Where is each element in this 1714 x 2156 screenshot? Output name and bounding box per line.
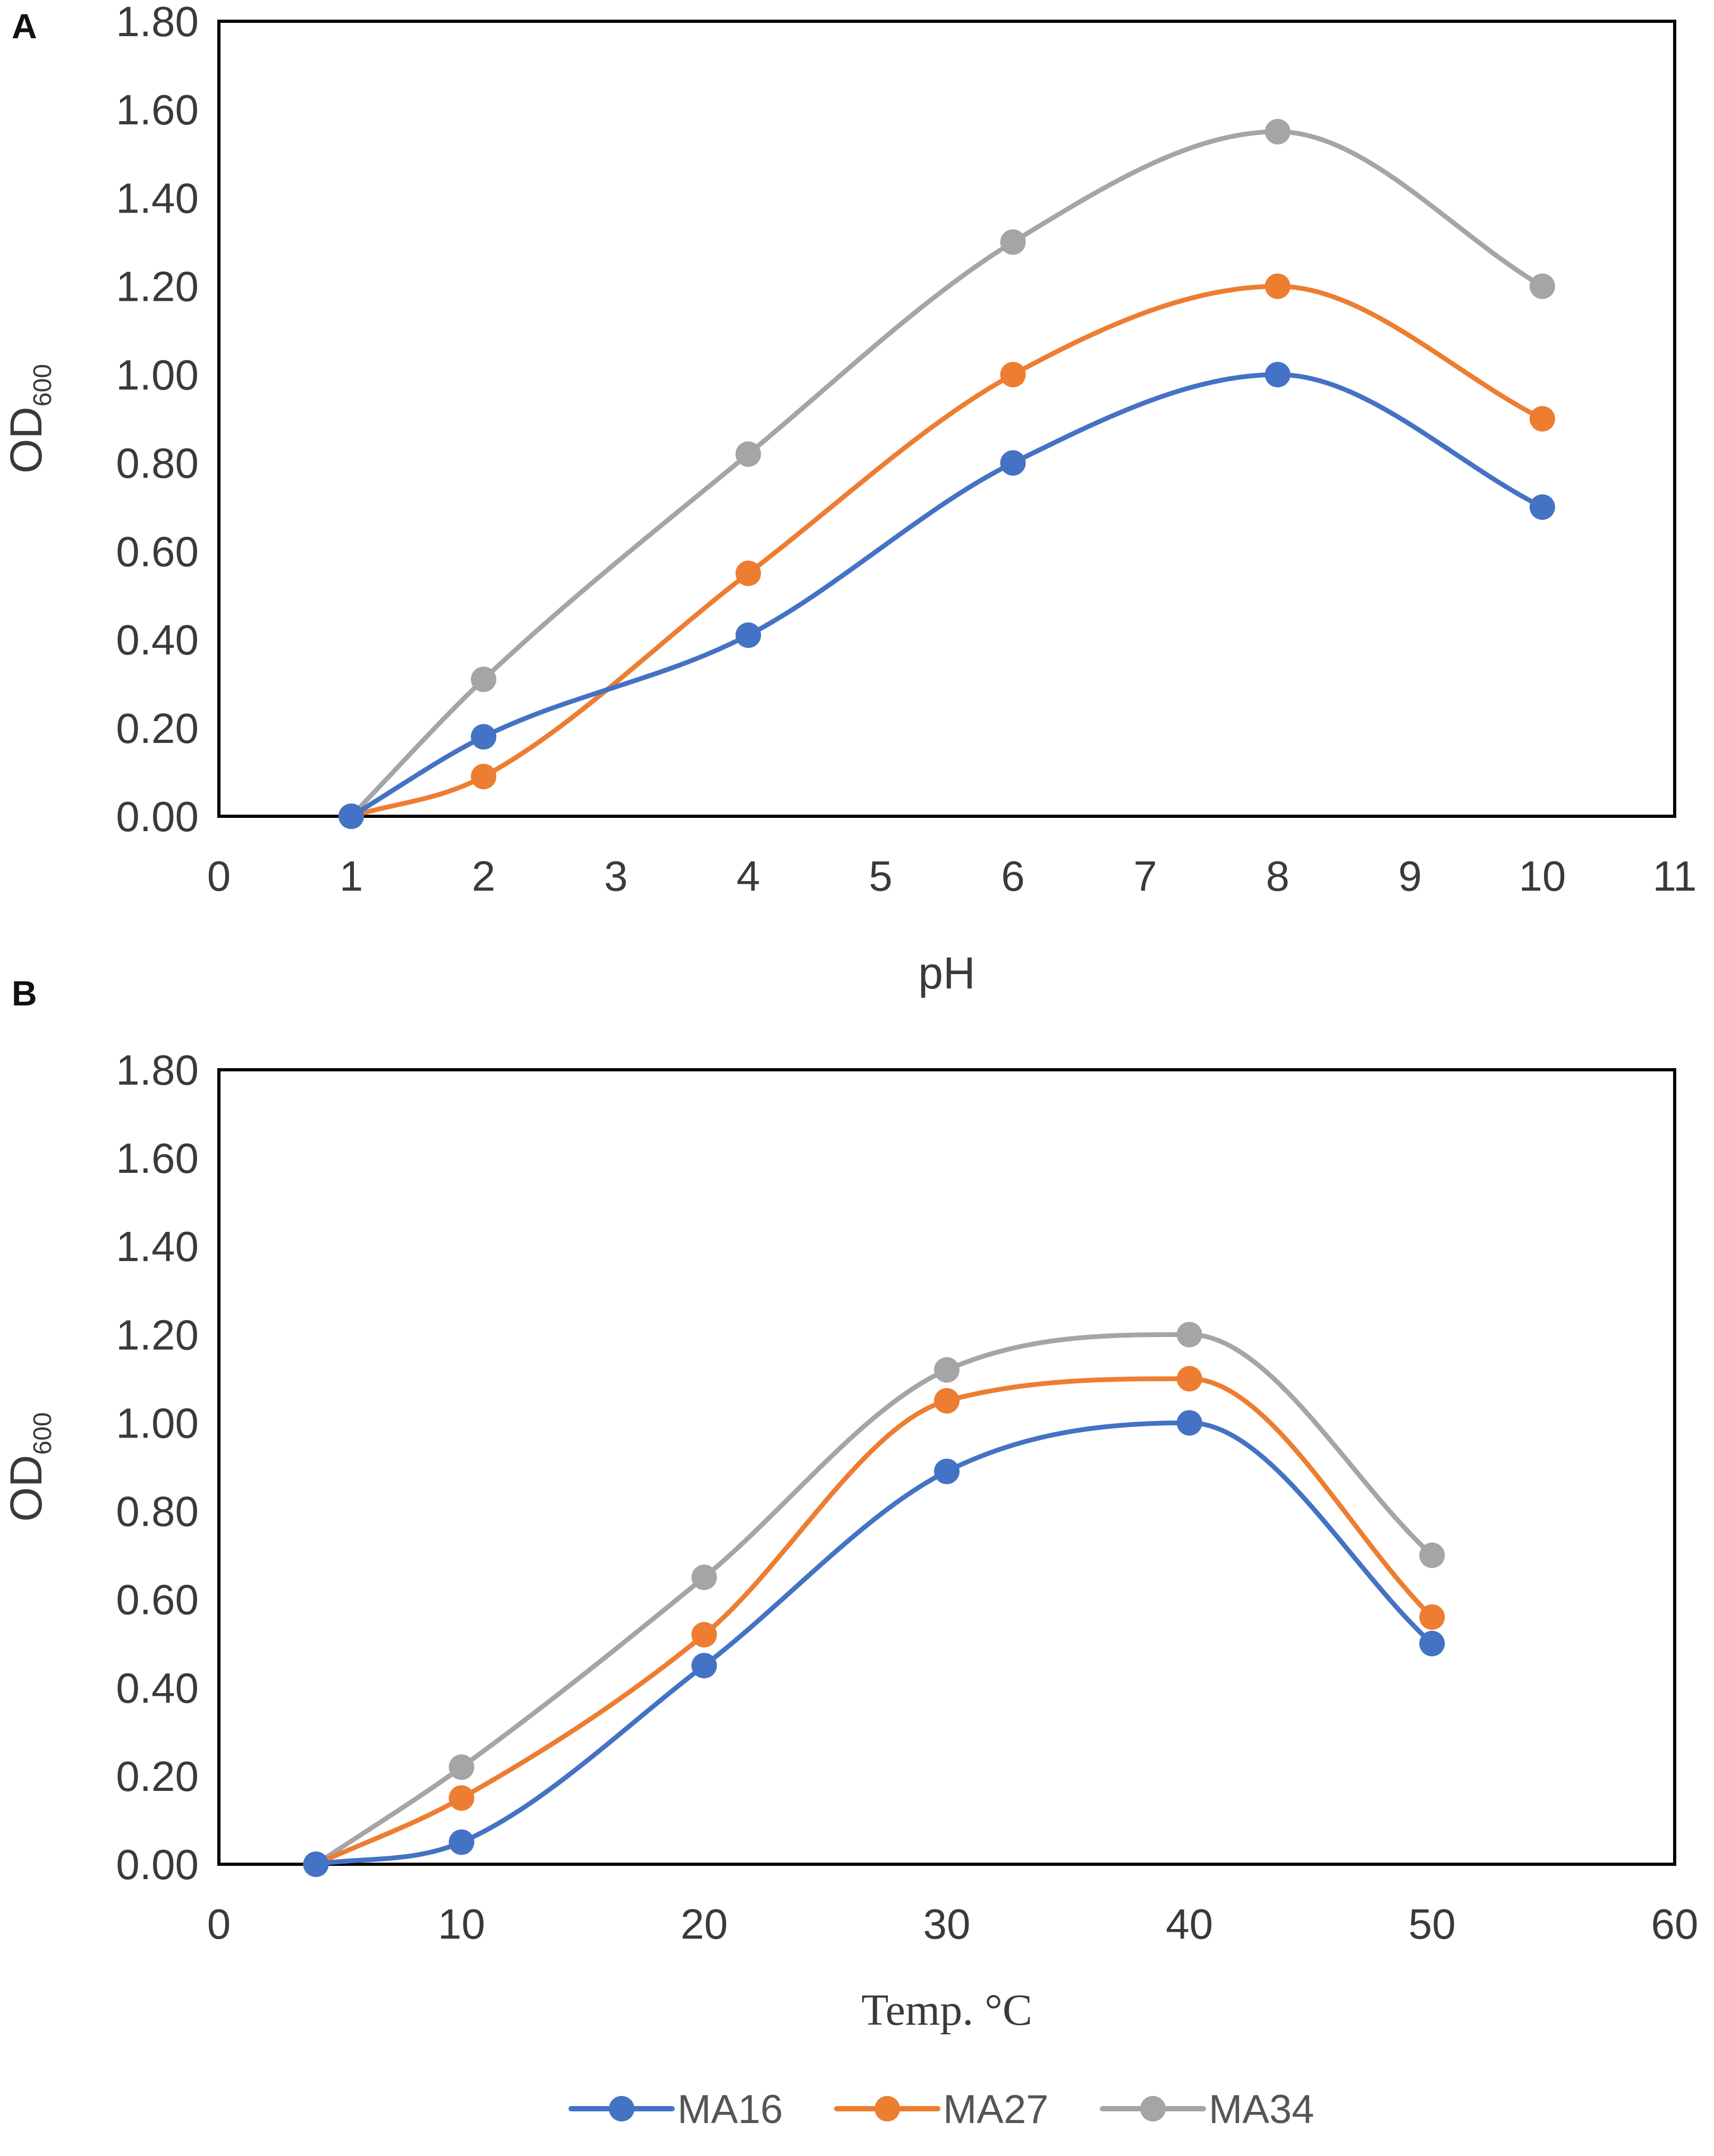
- x-tick-label: 4: [736, 852, 760, 900]
- data-point-ma34: [1529, 273, 1555, 299]
- y-tick-label: 0.60: [116, 528, 199, 575]
- legend-label-ma16: MA16: [677, 2087, 783, 2132]
- x-tick-label: 10: [438, 1900, 485, 1948]
- data-point-ma27: [934, 1388, 960, 1414]
- y-tick-label: 0.00: [116, 1841, 199, 1888]
- data-point-ma34: [691, 1565, 717, 1591]
- legend: MA16 MA27 MA34: [568, 2087, 1314, 2132]
- y-tick-label: 0.40: [116, 616, 199, 664]
- x-tick-label: 9: [1398, 852, 1422, 900]
- y-axis-title-main: OD: [1, 1455, 51, 1522]
- y-tick-label: 1.20: [116, 263, 199, 310]
- data-point-ma16: [448, 1829, 474, 1855]
- data-point-ma34: [1000, 229, 1026, 255]
- data-point-ma34: [1419, 1542, 1445, 1568]
- series-line-ma27: [349, 284, 1545, 819]
- x-tick-label: 6: [1001, 852, 1025, 900]
- chart-a: 0.00 0.20 0.40 0.60 0.80 1.00 1.20 1.40 1.60 1.80…: [1, 0, 1697, 998]
- data-point-ma16: [1529, 494, 1555, 520]
- x-tick-label: 0: [207, 852, 231, 900]
- y-tick-label: 0.20: [116, 1753, 199, 1800]
- data-point-ma34: [448, 1754, 474, 1780]
- data-point-ma16: [471, 724, 497, 750]
- x-axis-title: Temp. °C: [861, 1985, 1032, 2035]
- legend-label-ma34: MA34: [1209, 2087, 1314, 2132]
- data-point-ma16: [934, 1458, 960, 1484]
- data-point-ma27: [1176, 1366, 1202, 1392]
- data-point-ma16: [1419, 1630, 1445, 1656]
- x-tick-label: 60: [1651, 1900, 1699, 1948]
- data-point-ma34: [735, 441, 761, 467]
- data-point-ma16: [1176, 1410, 1202, 1436]
- plot-area-frame: [217, 1068, 1676, 1866]
- x-tick-label: 40: [1166, 1900, 1213, 1948]
- data-point-ma16: [735, 622, 761, 648]
- data-point-ma16: [338, 804, 364, 829]
- y-axis-title: OD600: [1, 364, 57, 474]
- plot-area-frame: [217, 20, 1676, 818]
- data-point-ma34: [471, 666, 497, 692]
- data-point-ma16: [303, 1851, 329, 1877]
- legend-label-ma27: MA27: [943, 2087, 1049, 2132]
- x-tick-label: 10: [1518, 852, 1566, 900]
- y-axis-title-main: OD: [1, 407, 51, 474]
- data-point-ma34: [1265, 119, 1291, 145]
- x-tick-label: 11: [1652, 852, 1696, 900]
- data-point-ma34: [1176, 1322, 1202, 1348]
- x-axis-title: pH: [918, 948, 975, 998]
- y-tick-label: 0.40: [116, 1664, 199, 1712]
- x-tick-label: 7: [1133, 852, 1157, 900]
- data-point-ma27: [1529, 406, 1555, 432]
- legend-swatch-marker-ma34: [1140, 2096, 1166, 2121]
- data-point-ma34: [934, 1357, 960, 1383]
- data-point-ma27: [1000, 361, 1026, 387]
- y-axis-title-subscript: 600: [29, 1412, 57, 1455]
- y-tick-label: 1.40: [116, 174, 199, 222]
- panel-label-a: A: [12, 6, 37, 46]
- x-tick-label: 0: [207, 1900, 231, 1948]
- x-tick-label: 50: [1408, 1900, 1456, 1948]
- x-tick-label: 5: [869, 852, 893, 900]
- y-tick-label: 1.40: [116, 1223, 199, 1270]
- data-point-ma16: [1265, 361, 1291, 387]
- data-point-ma27: [1265, 273, 1291, 299]
- y-tick-label: 0.60: [116, 1576, 199, 1624]
- y-tick-label: 1.80: [116, 0, 199, 45]
- y-tick-label: 1.60: [116, 1135, 199, 1182]
- y-tick-label: 1.60: [116, 86, 199, 133]
- y-tick-label: 0.80: [116, 439, 199, 487]
- x-tick-label: 30: [923, 1900, 971, 1948]
- data-point-ma27: [735, 560, 761, 586]
- y-tick-label: 0.20: [116, 705, 199, 752]
- y-tick-label: 1.80: [116, 1046, 199, 1094]
- y-tick-label: 1.00: [116, 1399, 199, 1447]
- data-point-ma27: [691, 1622, 717, 1648]
- chart-b: 0.00 0.20 0.40 0.60 0.80 1.00 1.20 1.40 1.60 1.80…: [1, 1046, 1698, 2035]
- y-tick-label: 1.20: [116, 1311, 199, 1358]
- data-point-ma27: [1419, 1604, 1445, 1630]
- data-point-ma16: [1000, 450, 1026, 476]
- data-point-ma16: [691, 1653, 717, 1679]
- y-tick-label: 0.80: [116, 1488, 199, 1535]
- x-tick-label: 3: [604, 852, 628, 900]
- y-axis-title: OD600: [1, 1412, 57, 1521]
- x-tick-label: 8: [1266, 852, 1289, 900]
- panel-label-b: B: [12, 974, 37, 1013]
- y-tick-label: 0.00: [116, 793, 199, 840]
- data-point-ma27: [448, 1785, 474, 1811]
- y-axis-title-subscript: 600: [29, 364, 57, 407]
- x-tick-label: 2: [472, 852, 496, 900]
- x-tick-label: 1: [340, 852, 363, 900]
- legend-swatch-marker-ma27: [875, 2096, 900, 2121]
- y-tick-label: 1.00: [116, 351, 199, 399]
- x-tick-label: 20: [681, 1900, 728, 1948]
- data-point-ma27: [471, 764, 497, 790]
- legend-swatch-marker-ma16: [609, 2096, 634, 2121]
